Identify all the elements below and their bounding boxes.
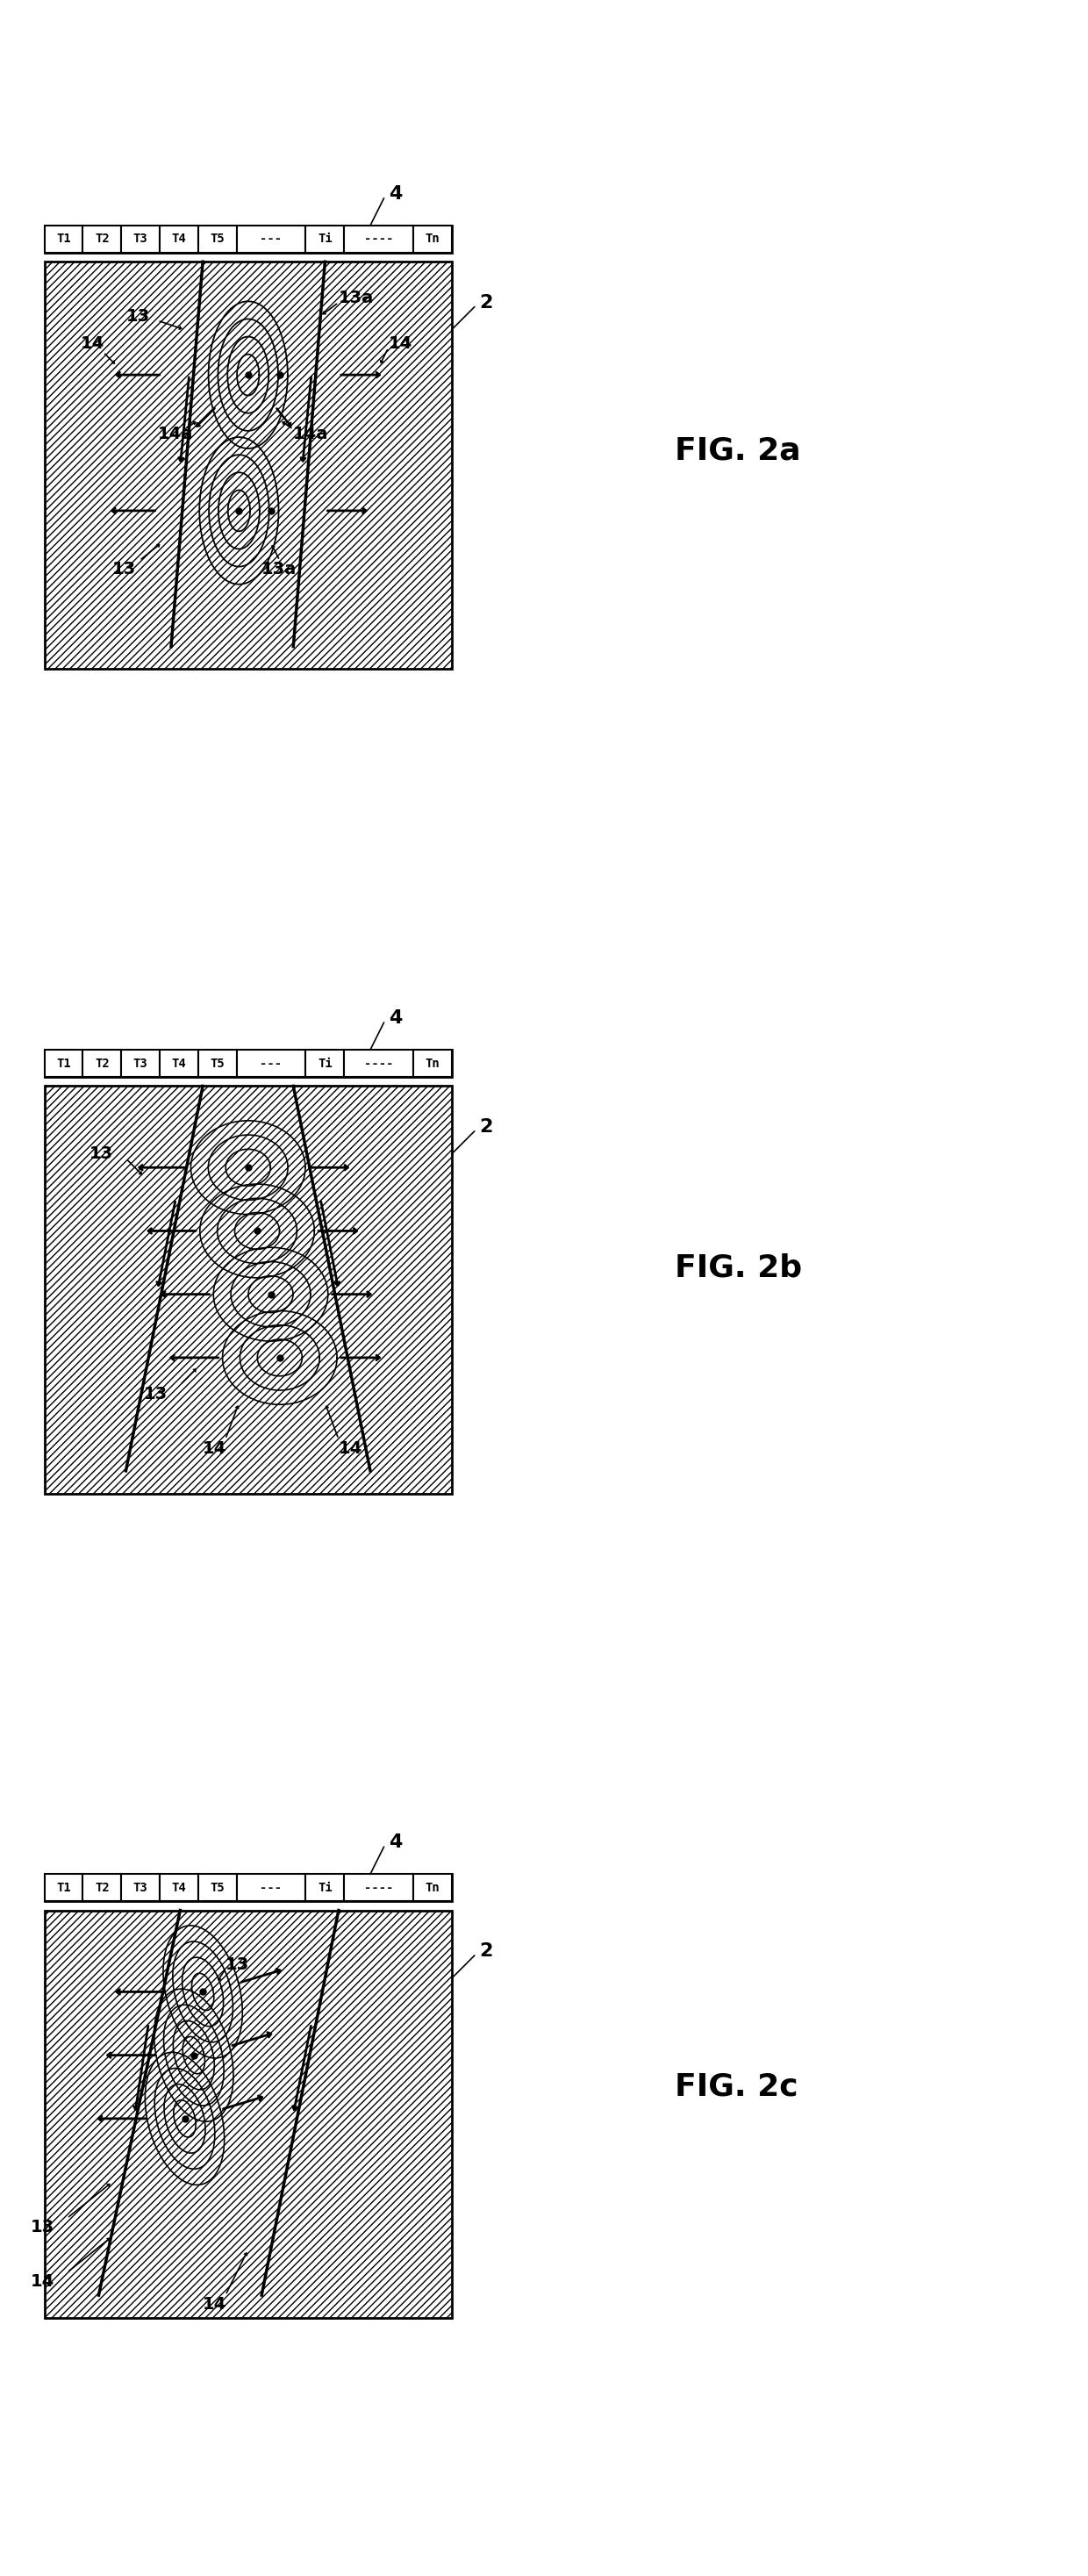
Bar <box>121 227 160 252</box>
Text: 13: 13 <box>126 307 150 325</box>
Text: ---: --- <box>260 1056 282 1069</box>
Bar <box>198 1051 236 1077</box>
Text: ----: ---- <box>364 1056 394 1069</box>
Bar <box>160 227 198 252</box>
Bar <box>83 227 121 252</box>
Bar <box>121 1051 160 1077</box>
Text: T3: T3 <box>133 1056 148 1069</box>
Text: 14: 14 <box>30 2272 54 2290</box>
Text: 14: 14 <box>388 335 412 350</box>
Text: 14: 14 <box>81 335 104 350</box>
Text: T5: T5 <box>210 1056 224 1069</box>
Text: FIG. 2c: FIG. 2c <box>675 2071 798 2102</box>
Bar <box>45 1051 83 1077</box>
Text: FIG. 2b: FIG. 2b <box>675 1252 802 1283</box>
Bar <box>413 227 452 252</box>
Bar <box>45 1875 83 1901</box>
Bar <box>121 1875 160 1901</box>
Bar <box>344 227 413 252</box>
Bar <box>413 1875 452 1901</box>
Text: Ti: Ti <box>318 1880 332 1893</box>
Bar <box>306 227 344 252</box>
Text: Tn: Tn <box>425 1056 440 1069</box>
Bar <box>45 1051 452 1077</box>
Text: T3: T3 <box>133 1880 148 1893</box>
Bar <box>344 1051 413 1077</box>
Text: ----: ---- <box>364 232 394 245</box>
Text: 13a: 13a <box>338 289 374 307</box>
Bar <box>198 1875 236 1901</box>
Text: Tn: Tn <box>425 1880 440 1893</box>
Text: Ti: Ti <box>318 1056 332 1069</box>
Bar <box>45 227 452 252</box>
Text: T2: T2 <box>95 232 110 245</box>
Text: 14: 14 <box>338 1440 362 1455</box>
Text: T4: T4 <box>172 1880 186 1893</box>
Bar <box>198 227 236 252</box>
Text: 13: 13 <box>30 2218 54 2236</box>
Bar <box>45 263 452 670</box>
Bar <box>236 1051 306 1077</box>
Bar <box>306 1875 344 1901</box>
Text: T1: T1 <box>57 232 71 245</box>
Text: Ti: Ti <box>318 232 332 245</box>
Text: 4: 4 <box>388 1834 401 1852</box>
Text: T5: T5 <box>210 232 224 245</box>
Bar <box>306 1051 344 1077</box>
Bar <box>236 1875 306 1901</box>
Text: 4: 4 <box>388 1010 401 1028</box>
Bar <box>344 1875 413 1901</box>
Text: T2: T2 <box>95 1880 110 1893</box>
Text: ---: --- <box>260 232 282 245</box>
Text: 14: 14 <box>202 2295 226 2313</box>
Text: 2: 2 <box>479 1942 493 1960</box>
Bar <box>45 227 83 252</box>
Text: 14: 14 <box>202 1440 226 1455</box>
Text: T4: T4 <box>172 232 186 245</box>
Text: 13: 13 <box>112 562 136 577</box>
Bar <box>160 1875 198 1901</box>
Text: ---: --- <box>260 1880 282 1893</box>
Text: 2: 2 <box>479 294 493 312</box>
Text: T3: T3 <box>133 232 148 245</box>
Text: T2: T2 <box>95 1056 110 1069</box>
Bar <box>45 1911 452 2318</box>
Bar <box>413 1051 452 1077</box>
Bar <box>160 1051 198 1077</box>
Text: 4: 4 <box>388 185 401 204</box>
Text: T1: T1 <box>57 1880 71 1893</box>
Text: T4: T4 <box>172 1056 186 1069</box>
Text: T5: T5 <box>210 1880 224 1893</box>
Text: 14a: 14a <box>294 425 329 443</box>
Text: 13: 13 <box>144 1386 168 1401</box>
Bar <box>83 1051 121 1077</box>
Text: 13: 13 <box>225 1955 249 1973</box>
Text: ----: ---- <box>364 1880 394 1893</box>
Text: 14a: 14a <box>158 425 193 443</box>
Bar <box>236 227 306 252</box>
Text: 13: 13 <box>89 1146 113 1162</box>
Bar <box>45 1087 452 1494</box>
Bar <box>83 1875 121 1901</box>
Text: Tn: Tn <box>425 232 440 245</box>
Text: 2: 2 <box>479 1118 493 1136</box>
Text: FIG. 2a: FIG. 2a <box>675 435 801 466</box>
Bar <box>45 1875 452 1901</box>
Text: 13a: 13a <box>261 562 297 577</box>
Text: T1: T1 <box>57 1056 71 1069</box>
